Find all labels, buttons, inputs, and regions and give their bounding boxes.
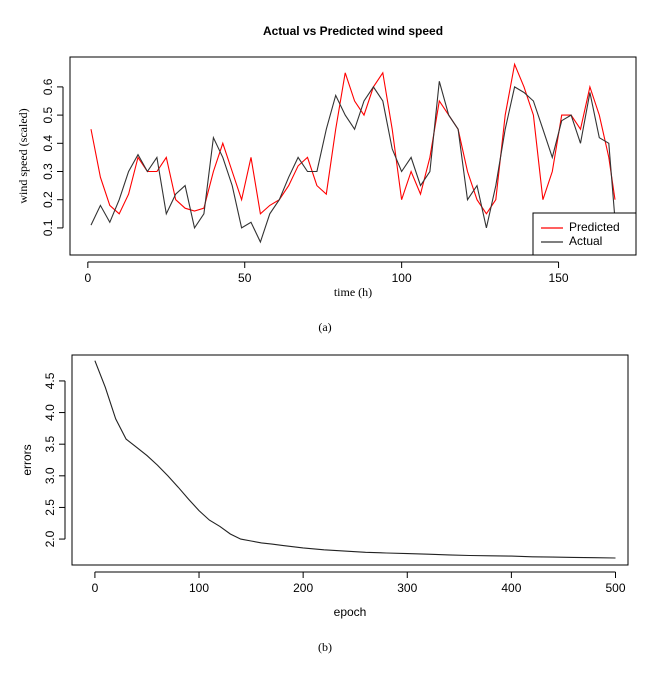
x-tick-label: 100	[189, 581, 209, 595]
y-axis-label: wind speed (scaled)	[16, 108, 30, 203]
x-tick-label: 0	[84, 271, 91, 285]
x-tick-label: 300	[397, 581, 417, 595]
y-tick-label: 0.1	[41, 219, 55, 236]
legend-label: Actual	[569, 234, 602, 248]
caption: (b)	[318, 640, 332, 654]
series-line	[90, 62, 616, 215]
y-axis-label: errors	[20, 444, 34, 475]
y-tick-label: 0.5	[41, 106, 55, 123]
chart-title: Actual vs Predicted wind speed	[263, 24, 443, 38]
x-axis-label: time (h)	[334, 285, 372, 299]
y-tick-label: 0.6	[41, 78, 55, 95]
series-line	[90, 81, 616, 244]
legend-box	[532, 212, 637, 256]
y-tick-label: 0.2	[41, 191, 55, 208]
x-tick-label: 150	[549, 271, 569, 285]
y-tick-label: 4.0	[43, 404, 57, 421]
y-tick-label: 0.3	[41, 163, 55, 180]
x-tick-label: 500	[605, 581, 625, 595]
y-tick-label: 4.5	[43, 372, 57, 389]
legend-label: Predicted	[569, 220, 620, 234]
x-tick-label: 200	[293, 581, 313, 595]
y-tick-label: 2.0	[43, 530, 57, 547]
y-tick-label: 2.5	[43, 499, 57, 516]
x-tick-label: 400	[501, 581, 521, 595]
x-tick-label: 50	[238, 271, 252, 285]
x-tick-label: 0	[92, 581, 99, 595]
caption: (a)	[318, 320, 331, 334]
plot-box	[71, 354, 629, 566]
y-tick-label: 0.4	[41, 135, 55, 152]
x-axis-label: epoch	[334, 605, 367, 619]
y-tick-label: 3.0	[43, 467, 57, 484]
plot-box	[69, 56, 637, 256]
y-tick-label: 3.5	[43, 436, 57, 453]
series-line	[94, 360, 616, 559]
x-tick-label: 100	[392, 271, 412, 285]
